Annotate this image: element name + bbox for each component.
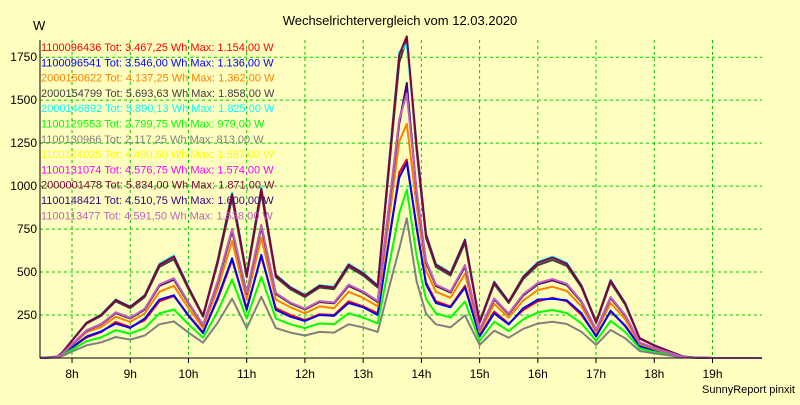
legend-entry-10: 2000001478 Tot: 5.834,00 Wh Max: 1.871,0… <box>41 180 275 192</box>
x-tick-label: 11h <box>237 367 256 381</box>
y-tick-label: 250 <box>17 308 37 322</box>
x-tick-label: 19h <box>702 367 722 381</box>
legend-entry-1: 1100096436 Tot: 3.467,25 Wh Max: 1.154,0… <box>41 42 274 54</box>
plot-area <box>40 40 762 358</box>
legend-entry-6: 1100129553 Tot: 2.799,75 Wh Max: 979,00 … <box>41 119 265 131</box>
x-tick-label: 12h <box>295 367 315 381</box>
legend-entry-8: 1100134025 Tot: 4.490,50 Wh Max: 1.587,0… <box>41 149 274 161</box>
series-line-12 <box>39 92 762 359</box>
x-tick-label: 10h <box>178 367 198 381</box>
x-tick-label: 9h <box>124 367 137 381</box>
legend-entry-5: 2000146892 Tot: 5.890,13 Wh Max: 1.825,0… <box>41 103 275 115</box>
y-tick-label: 1000 <box>10 179 37 193</box>
series-line-10 <box>39 35 762 359</box>
footer-credit: SunnyReport pinxit <box>702 384 795 396</box>
legend-entry-12: 1100113477 Tot: 4.591,50 Wh Max: 1.538,0… <box>41 210 273 222</box>
y-tick-label: 1500 <box>10 93 37 107</box>
y-axis-unit-label: W <box>33 18 46 33</box>
y-tick-label: 500 <box>17 265 37 279</box>
x-tick-label: 16h <box>528 367 548 381</box>
x-tick-label: 8h <box>65 367 78 381</box>
series-line-2 <box>39 161 762 359</box>
legend-entry-9: 1100131074 Tot: 4.576,75 Wh Max: 1.574,0… <box>41 164 274 176</box>
x-tick-label: 14h <box>411 367 431 381</box>
legend-entry-3: 2000150622 Tot: 4.137,25 Wh Max: 1.362,0… <box>41 73 275 85</box>
axes: 250 500 750 1000 1250 1500 1750 8h 9h 10h 11h 12h 13… <box>10 40 762 381</box>
y-tick-label: 750 <box>17 222 37 236</box>
legend-entry-4: 2000154799 Tot: 5.693,63 Wh Max: 1.858,0… <box>41 88 275 100</box>
series-lines <box>39 35 762 359</box>
series-line-3 <box>39 122 762 359</box>
y-tick-label: 1250 <box>10 136 37 150</box>
legend-entry-2: 1100096541 Tot: 3.546,00 Wh Max: 1.136,0… <box>41 57 274 69</box>
chart-title: Wechselrichtervergleich vom 12.03.2020 <box>283 13 518 28</box>
legend-entry-7: 1100130966 Tot: 2.117,25 Wh Max: 813,00 … <box>41 134 264 146</box>
x-tick-label: 18h <box>644 367 664 381</box>
legend: 1100096436 Tot: 3.467,25 Wh Max: 1.154,0… <box>41 42 275 222</box>
series-line-6 <box>39 188 762 359</box>
y-tick-label: 1750 <box>10 50 37 64</box>
x-tick-label: 15h <box>470 367 490 381</box>
x-tick-label: 13h <box>353 367 373 381</box>
legend-entry-11: 1100148421 Tot: 4.510,75 Wh Max: 1.600,0… <box>41 195 274 207</box>
series-line-7 <box>39 217 762 359</box>
x-tick-label: 17h <box>586 367 606 381</box>
